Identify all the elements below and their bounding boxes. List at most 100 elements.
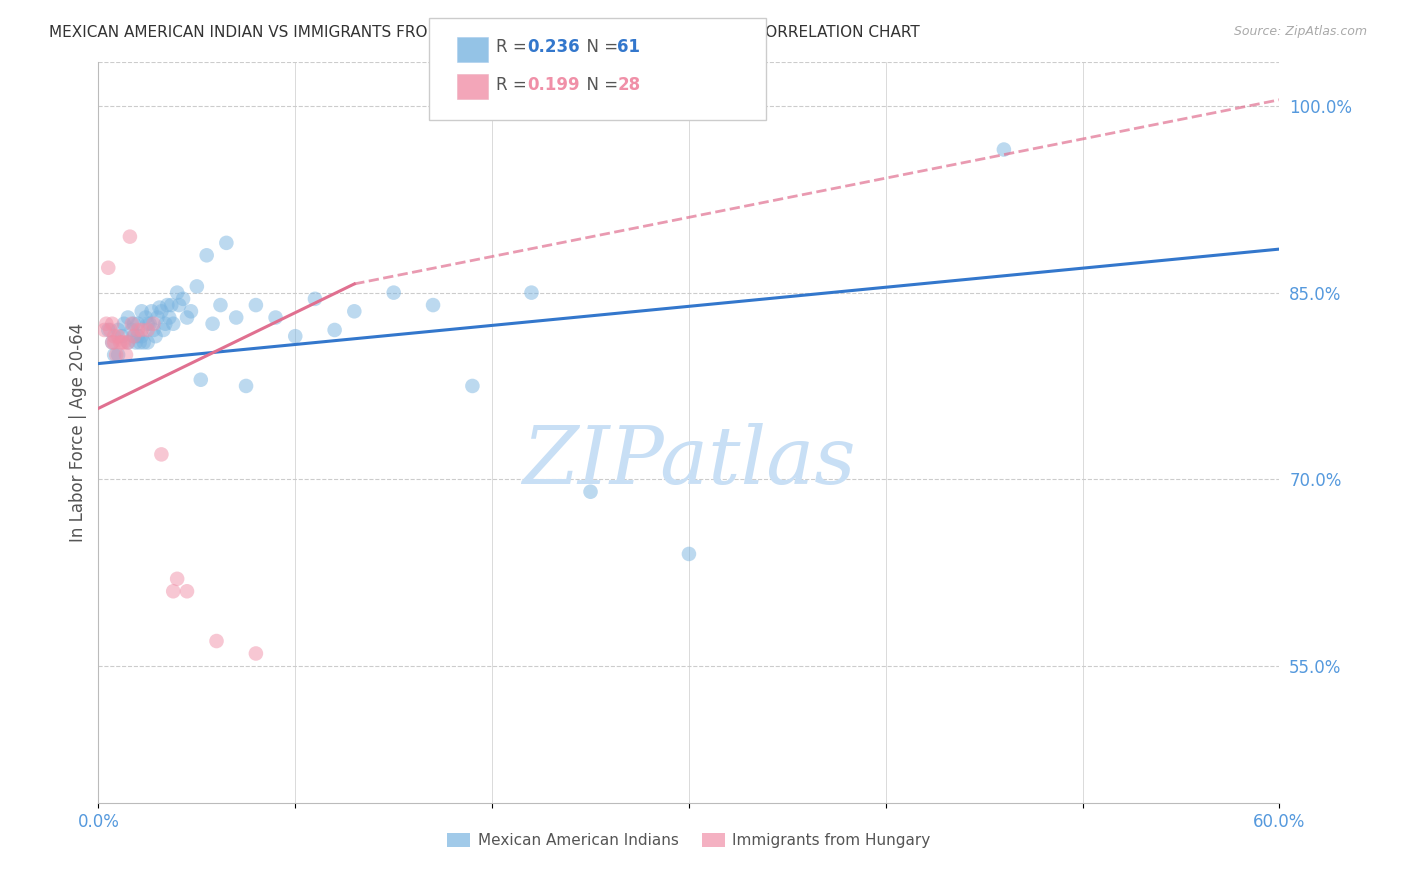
Point [117, 335, 139, 350]
Point [97, 323, 120, 337]
Point [131, 329, 153, 343]
Point [122, 329, 145, 343]
Point [108, 335, 131, 350]
Point [160, 298, 183, 312]
Point [195, 248, 218, 262]
Point [105, 348, 128, 362]
Point [141, 304, 163, 318]
Point [148, 301, 170, 315]
Point [152, 323, 174, 337]
Point [115, 348, 138, 362]
Point [93, 323, 115, 337]
Point [101, 335, 124, 350]
Point [136, 335, 159, 350]
Point [186, 279, 208, 293]
Y-axis label: In Labor Force | Age 20-64: In Labor Force | Age 20-64 [69, 323, 87, 542]
Point [176, 584, 198, 599]
Point [118, 229, 141, 244]
Point [135, 310, 157, 325]
Point [172, 292, 194, 306]
Point [111, 335, 134, 350]
Point [103, 329, 125, 343]
Point [284, 329, 307, 343]
Text: Source: ZipAtlas.com: Source: ZipAtlas.com [1233, 25, 1367, 38]
Point [127, 323, 149, 337]
Point [215, 235, 238, 250]
Point [167, 298, 190, 312]
Point [112, 335, 135, 350]
Point [122, 329, 145, 343]
Point [122, 317, 145, 331]
Text: N =: N = [576, 38, 624, 56]
Point [103, 348, 125, 362]
Point [112, 317, 135, 331]
Point [201, 317, 224, 331]
Point [157, 310, 180, 325]
Point [138, 317, 160, 331]
Point [107, 348, 129, 362]
Point [146, 310, 169, 325]
Point [235, 379, 257, 393]
Point [136, 323, 159, 337]
Point [176, 310, 198, 325]
Text: 28: 28 [617, 76, 640, 94]
Point [166, 572, 188, 586]
Point [343, 304, 366, 318]
Point [101, 335, 124, 350]
Point [127, 317, 149, 331]
Point [128, 335, 150, 350]
Text: MEXICAN AMERICAN INDIAN VS IMMIGRANTS FROM HUNGARY IN LABOR FORCE | AGE 20-64 CO: MEXICAN AMERICAN INDIAN VS IMMIGRANTS FR… [49, 25, 920, 41]
Point [121, 317, 143, 331]
Point [162, 317, 184, 331]
Point [520, 285, 543, 300]
Point [142, 317, 165, 331]
Point [461, 379, 484, 393]
Point [127, 329, 149, 343]
Point [205, 634, 228, 648]
Point [225, 310, 247, 325]
Point [142, 323, 165, 337]
Point [132, 335, 155, 350]
Point [111, 329, 134, 343]
Point [382, 285, 405, 300]
Point [101, 317, 124, 331]
Point [103, 335, 125, 350]
Point [96, 317, 118, 331]
Point [107, 323, 129, 337]
Point [304, 292, 326, 306]
Text: 0.199: 0.199 [527, 76, 579, 94]
Point [150, 304, 173, 318]
Point [245, 647, 267, 661]
Point [131, 323, 153, 337]
Point [422, 298, 444, 312]
Point [150, 447, 173, 461]
Point [166, 285, 188, 300]
Text: 0.236: 0.236 [527, 38, 579, 56]
Point [180, 304, 202, 318]
Point [579, 484, 602, 499]
Point [125, 335, 148, 350]
Point [117, 335, 139, 350]
Point [209, 298, 232, 312]
Point [155, 317, 177, 331]
Point [245, 298, 267, 312]
Point [145, 329, 167, 343]
Point [264, 310, 287, 325]
Point [98, 323, 121, 337]
Point [323, 323, 346, 337]
Point [190, 373, 212, 387]
Point [121, 323, 143, 337]
Point [678, 547, 700, 561]
Text: ZIPatlas: ZIPatlas [522, 424, 856, 501]
Point [107, 329, 129, 343]
Point [136, 317, 159, 331]
Point [162, 584, 184, 599]
Point [993, 143, 1015, 157]
Point [97, 260, 120, 275]
Point [131, 304, 153, 318]
Legend: Mexican American Indians, Immigrants from Hungary: Mexican American Indians, Immigrants fro… [441, 827, 936, 855]
Text: 61: 61 [617, 38, 640, 56]
Text: N =: N = [576, 76, 624, 94]
Text: R =: R = [496, 38, 533, 56]
Point [117, 310, 139, 325]
